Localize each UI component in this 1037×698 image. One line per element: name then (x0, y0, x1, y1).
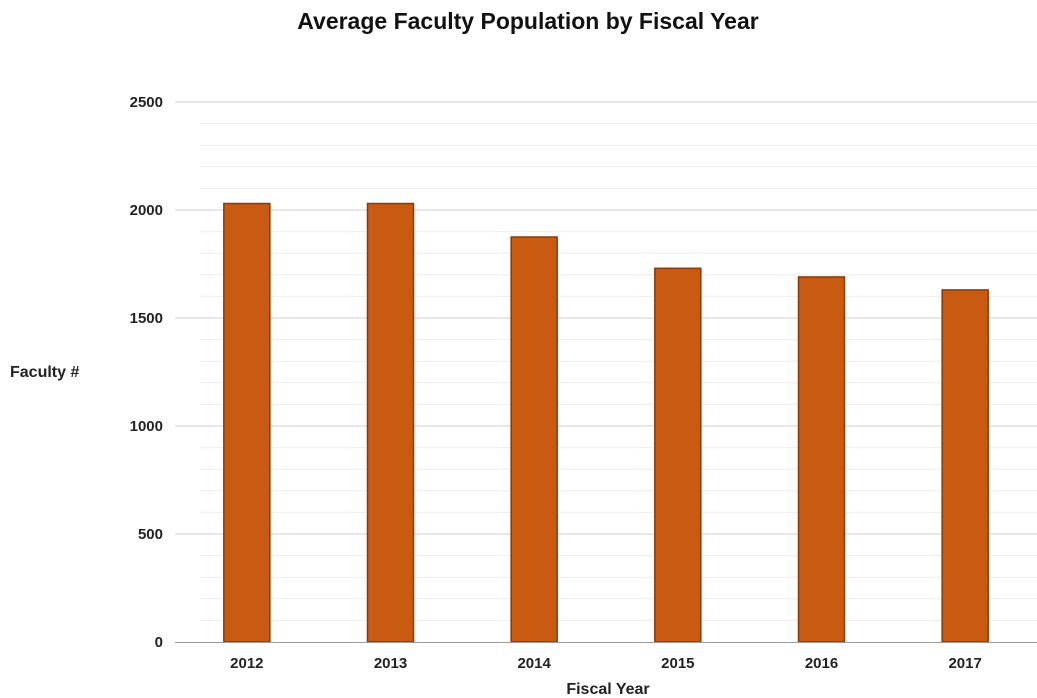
y-tick-label: 2500 (130, 94, 163, 111)
x-axis-tick-labels: 2012 2013 2014 2015 2016 2017 (230, 655, 982, 672)
y-axis-tick-labels: 0 500 1000 1500 2000 2500 (130, 94, 163, 651)
y-tick-label: 2000 (130, 202, 163, 219)
x-axis-label: Fiscal Year (566, 681, 649, 698)
x-tick-label: 2017 (948, 655, 981, 672)
bar-2015 (654, 267, 702, 643)
x-tick-label: 2013 (374, 655, 407, 672)
bar-2017 (941, 289, 989, 643)
x-tick-label: 2014 (517, 655, 551, 672)
y-tick-label: 500 (138, 526, 163, 543)
major-gridlines (175, 101, 1037, 535)
minor-gridlines (200, 123, 1037, 621)
bar-2012 (223, 202, 271, 643)
x-tick-label: 2012 (230, 655, 263, 672)
x-tick-label: 2016 (805, 655, 838, 672)
y-tick-label: 1500 (130, 310, 163, 327)
y-tick-label: 1000 (130, 418, 163, 435)
bars (223, 202, 989, 643)
y-axis-label: Faculty # (10, 364, 79, 381)
y-tick-label: 0 (155, 634, 163, 651)
x-tick-label: 2015 (661, 655, 694, 672)
bar-2014 (510, 236, 558, 643)
chart-title: Average Faculty Population by Fiscal Yea… (297, 8, 758, 34)
bar-2016 (797, 276, 846, 643)
bar-2013 (366, 202, 415, 643)
